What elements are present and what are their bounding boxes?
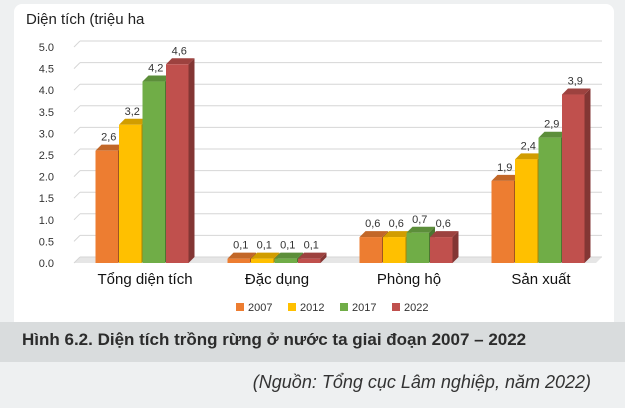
- bar-side: [584, 88, 591, 264]
- bar-top: [298, 252, 327, 259]
- y-axis-label: Diện tích (triệu ha: [26, 11, 145, 28]
- chart-floor: [74, 257, 602, 263]
- bar: [227, 258, 250, 263]
- bar-top: [142, 75, 171, 82]
- bar: [562, 94, 585, 264]
- legend-label: 2017: [352, 302, 376, 314]
- data-label: 0,6: [389, 218, 404, 230]
- y-tick-label: 2.0: [39, 172, 54, 184]
- y-tick-label: 1.5: [39, 193, 54, 205]
- gridline-side: [73, 62, 81, 69]
- y-tick-label: 3.0: [39, 128, 54, 140]
- legend-label: 2007: [248, 302, 272, 314]
- category-label: Sản xuất: [511, 271, 571, 288]
- gridline-side: [73, 83, 81, 91]
- bar-top: [406, 226, 435, 233]
- y-tick-label: 1.0: [39, 215, 54, 227]
- bar-top: [359, 231, 388, 238]
- legend-swatch: [392, 303, 400, 311]
- legend-label: 2012: [300, 302, 324, 314]
- data-label: 2,9: [544, 119, 559, 131]
- chart-panel: Diện tích (triệu ha 0.0 0.5 1.0 1.5 2.0 2.5 3.0…: [14, 4, 614, 322]
- bar-top: [491, 174, 520, 181]
- bar-top: [251, 252, 280, 259]
- bar-chart: Diện tích (triệu ha 0.0 0.5 1.0 1.5 2.0 2.5 3.0…: [26, 11, 602, 314]
- data-label: 1,9: [497, 162, 512, 174]
- gridline-side: [73, 105, 81, 113]
- bar-side: [188, 58, 195, 263]
- y-tick-label: 4.5: [39, 64, 54, 76]
- legend-swatch: [340, 303, 348, 311]
- bar-top: [538, 131, 567, 138]
- y-tick-label: 0.0: [39, 258, 54, 270]
- data-label: 0,6: [436, 218, 451, 230]
- bar-side: [452, 231, 459, 263]
- category-label: Đặc dụng: [245, 271, 309, 288]
- gridline-side: [73, 213, 81, 221]
- bar-top: [430, 231, 459, 238]
- bar: [142, 81, 165, 263]
- bar: [119, 124, 142, 263]
- data-label: 0,6: [365, 218, 380, 230]
- data-label: 0,1: [304, 240, 319, 252]
- bar: [274, 258, 297, 263]
- bar: [491, 180, 514, 263]
- bar-top: [166, 58, 195, 65]
- data-label: 0,7: [412, 214, 427, 226]
- bar-top: [383, 231, 412, 238]
- bar-top: [515, 153, 544, 160]
- data-label: 3,2: [125, 106, 140, 118]
- y-tick-label: 4.0: [39, 85, 54, 97]
- data-label: 4,6: [172, 45, 187, 57]
- y-tick-label: 5.0: [39, 42, 54, 54]
- data-label: 2,6: [101, 132, 116, 144]
- bar: [383, 237, 406, 263]
- bar-side: [320, 252, 327, 263]
- source-note: (Nguồn: Tổng cục Lâm nghiệp, năm 2022): [252, 372, 591, 392]
- gridline-side: [73, 191, 81, 199]
- gridline-side: [73, 170, 81, 177]
- bar-top: [95, 144, 124, 151]
- figure-caption: Hình 6.2. Diện tích trồng rừng ở nước ta…: [22, 330, 527, 349]
- legend-swatch: [236, 303, 244, 311]
- gridline-side: [73, 148, 81, 156]
- bar: [406, 232, 429, 263]
- data-label: 4,2: [148, 63, 163, 75]
- bar-top: [227, 252, 256, 259]
- data-label: 0,1: [280, 240, 295, 252]
- gridline-side: [73, 256, 81, 264]
- data-label: 0,1: [257, 240, 272, 252]
- bar: [298, 258, 321, 263]
- y-tick-label: 3.5: [39, 107, 54, 119]
- legend-label: 2022: [404, 302, 428, 314]
- data-label: 3,9: [568, 76, 583, 88]
- bar: [538, 137, 561, 263]
- legend-swatch: [288, 303, 296, 311]
- category-label: Tổng diện tích: [97, 271, 192, 288]
- data-label: 0,1: [233, 240, 248, 252]
- bar: [430, 237, 453, 263]
- caption-bar: [0, 322, 625, 362]
- bar: [359, 237, 382, 263]
- gridline-side: [73, 40, 81, 48]
- gridline-side: [73, 127, 81, 134]
- y-tick-label: 2.5: [39, 150, 54, 162]
- bar-top: [562, 88, 591, 95]
- bar: [515, 159, 538, 263]
- bar: [251, 258, 274, 263]
- y-tick-label: 0.5: [39, 236, 54, 248]
- bar: [166, 64, 189, 263]
- bar-top: [119, 118, 148, 125]
- data-label: 2,4: [521, 140, 536, 152]
- gridline-side: [73, 235, 81, 242]
- bar-top: [274, 252, 303, 259]
- bar: [95, 150, 118, 263]
- category-label: Phòng hộ: [377, 271, 441, 288]
